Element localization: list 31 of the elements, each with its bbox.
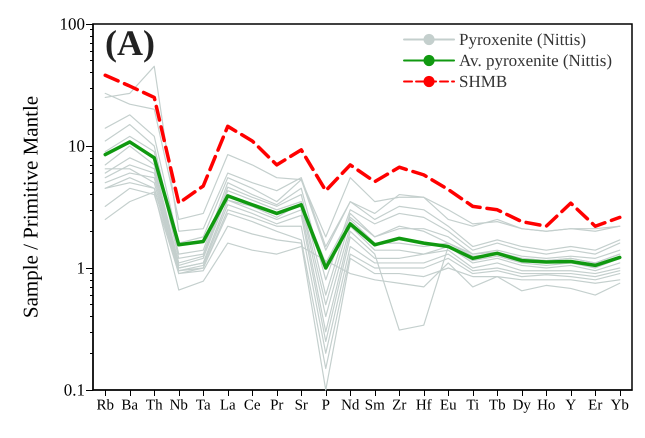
x-tick-label: Eu: [440, 398, 458, 414]
x-tick-label: Sr: [294, 398, 308, 414]
x-tick-label: Zr: [392, 398, 406, 414]
x-tick-label: Ta: [196, 398, 211, 414]
x-tick-label: Ba: [121, 398, 138, 414]
x-tick-label: Th: [146, 398, 164, 414]
x-tick-label: Nb: [170, 398, 188, 414]
x-tick-label: Pr: [270, 398, 284, 414]
x-tick-label: Rb: [96, 398, 114, 414]
legend-label: Pyroxenite (Nittis): [459, 30, 586, 49]
x-tick-label: Ho: [537, 398, 556, 414]
x-tick-label: Er: [588, 398, 602, 414]
chart-title: (A): [105, 23, 155, 63]
y-tick-label: 100: [60, 14, 85, 34]
x-tick-label: Ti: [466, 398, 480, 414]
x-tick-label: La: [220, 398, 236, 414]
y-tick-label: 1: [76, 258, 85, 278]
x-tick-label: Tb: [488, 398, 506, 414]
x-tick-label: Ce: [244, 398, 261, 414]
x-tick-label: Sm: [364, 398, 386, 414]
y-tick-label: 10: [68, 136, 85, 156]
y-axis-title: Sample / Primitive Mantle: [18, 96, 42, 318]
legend-label: Av. pyroxenite (Nittis): [459, 51, 612, 70]
x-tick-label: Nd: [341, 398, 360, 414]
legend-label: SHMB: [459, 72, 508, 91]
x-tick-label: P: [322, 398, 330, 414]
x-tick-label: Hf: [416, 398, 432, 414]
x-tick-label: Yb: [610, 398, 629, 414]
y-tick-label: 0.1: [64, 380, 85, 400]
x-tick-label: Y: [565, 398, 576, 414]
x-tick-label: Dy: [512, 398, 532, 414]
